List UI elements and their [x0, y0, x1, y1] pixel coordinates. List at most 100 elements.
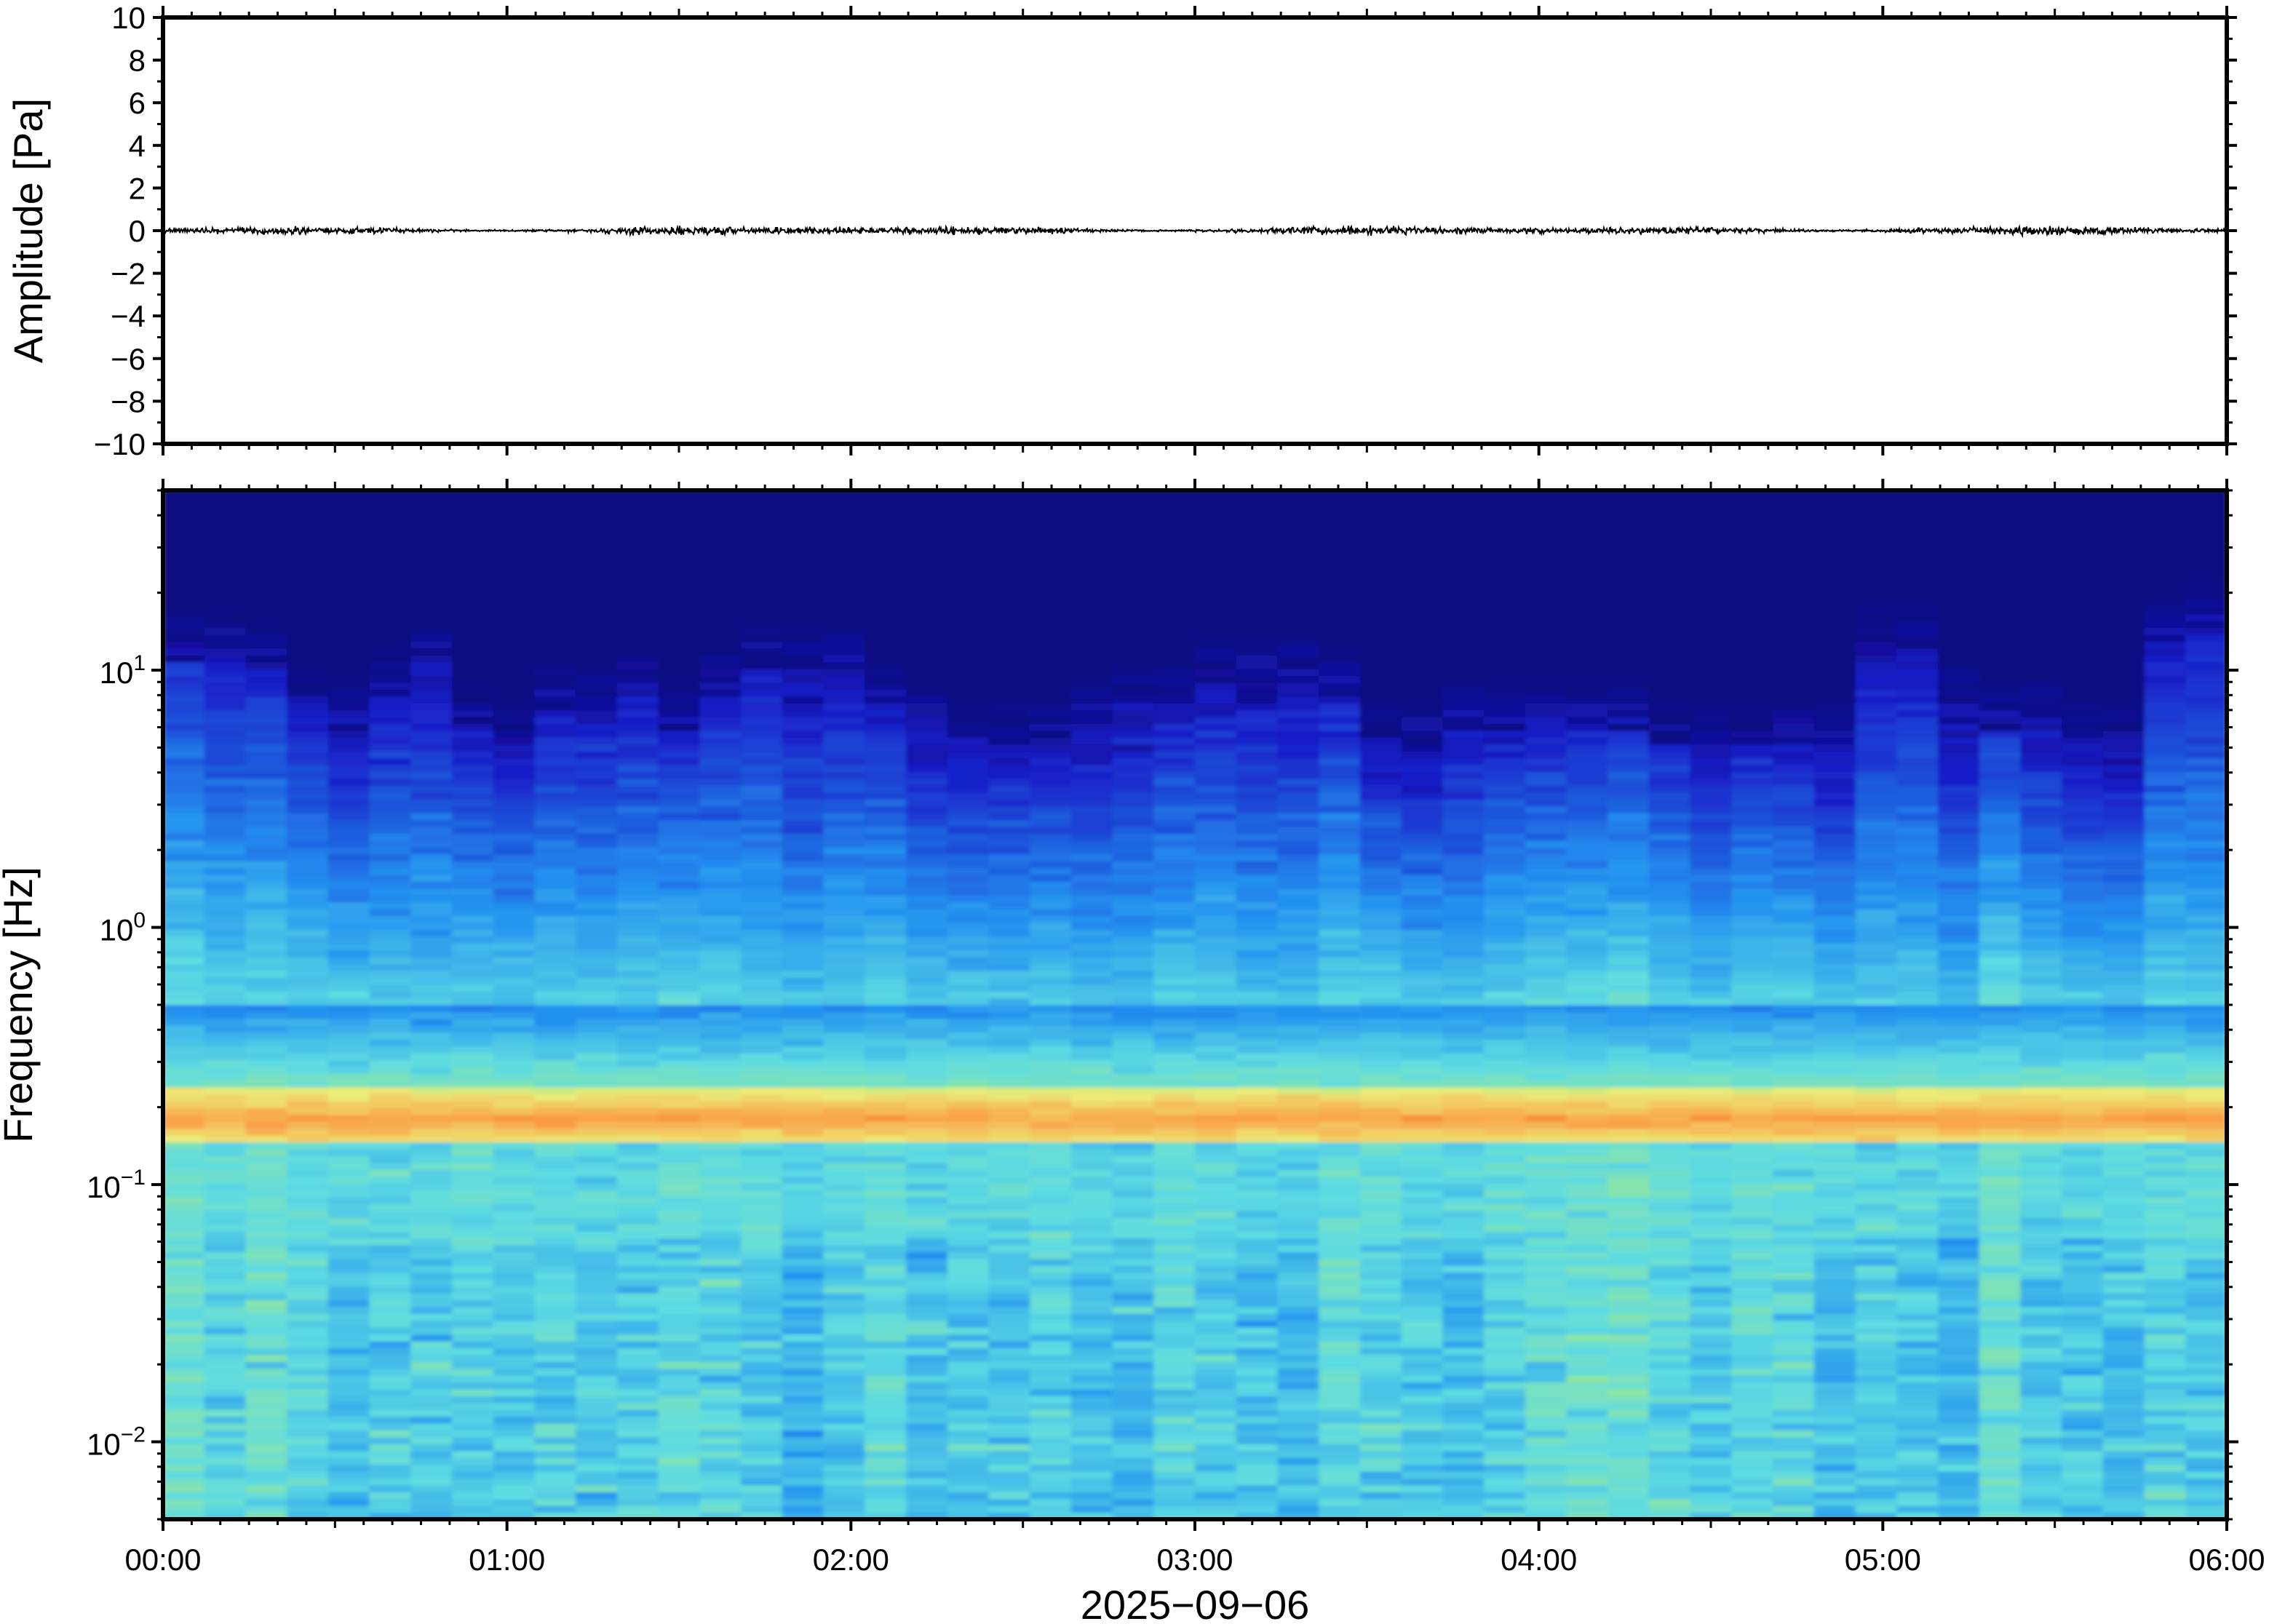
- spectrogram-cell: [1484, 1162, 1526, 1170]
- spectrogram-cell: [2062, 1416, 2104, 1424]
- spectrogram-cell: [1938, 1018, 1980, 1026]
- spectrogram-cell: [699, 1149, 742, 1157]
- spectrogram-cell: [1896, 1238, 1939, 1246]
- spectrogram-cell: [204, 1073, 247, 1081]
- spectrogram-cell: [287, 1087, 329, 1095]
- spectrogram-cell: [658, 1183, 701, 1191]
- spectrogram-cell: [988, 1094, 1030, 1102]
- spectrogram-cell: [1813, 1217, 1856, 1225]
- spectrogram-cell: [1648, 1265, 1691, 1273]
- spectrogram-cell: [1195, 1196, 1237, 1204]
- spectrogram-cell: [1442, 1402, 1485, 1410]
- spectrogram-cell: [1813, 1162, 1856, 1170]
- spectrogram-cell: [327, 1073, 370, 1081]
- spectrogram-cell: [410, 1382, 453, 1390]
- spectrogram-cell: [163, 1457, 205, 1465]
- spectrogram-cell: [369, 970, 412, 978]
- spectrogram-cell: [1731, 1375, 1773, 1383]
- spectrogram-cell: [1855, 1149, 1897, 1157]
- spectrogram-cell: [1979, 950, 2022, 958]
- spectrogram-cell: [823, 1396, 865, 1404]
- spectrogram-cell: [2062, 1272, 2104, 1280]
- spectrogram-cell: [1070, 1080, 1113, 1088]
- spectrogram-cell: [616, 1292, 659, 1300]
- spectrogram-cell: [576, 1046, 618, 1054]
- spectrogram-cell: [1277, 1279, 1319, 1287]
- spectrogram-cell: [947, 1053, 990, 1061]
- spectrogram-cell: [452, 1032, 494, 1040]
- spectrogram-cell: [1566, 1436, 1608, 1444]
- spectrogram-cell: [1896, 970, 1939, 978]
- spectrogram-cell: [947, 1094, 990, 1102]
- spectrogram-cell: [865, 1430, 907, 1438]
- spectrogram-cell: [1030, 1450, 1072, 1458]
- spectrogram-cell: [576, 1402, 618, 1410]
- spectrogram-cell: [2102, 1142, 2145, 1150]
- spectrogram-cell: [823, 1478, 865, 1486]
- spectrogram-cell: [2144, 1471, 2187, 1479]
- spectrogram-cell: [1566, 1484, 1608, 1492]
- spectrogram-cell: [699, 874, 742, 882]
- spectrogram-cell: [2102, 867, 2145, 875]
- spectrogram-cell: [2102, 1306, 2145, 1314]
- spectrogram-cell: [493, 977, 536, 985]
- spectrogram-cell: [1236, 1094, 1279, 1102]
- spectrogram-cell: [988, 1087, 1030, 1095]
- spectrogram-cell: [2062, 1196, 2104, 1204]
- spectrogram-cell: [658, 1498, 701, 1506]
- spectrogram-cell: [1648, 998, 1691, 1006]
- spectrogram-cell: [493, 1039, 536, 1047]
- spectrogram-cell: [1153, 1416, 1196, 1424]
- spectrogram-cell: [1855, 943, 1897, 951]
- spectrogram-cell: [1319, 1265, 1361, 1273]
- spectrogram-cell: [2144, 1087, 2187, 1095]
- spectrogram-cell: [2102, 943, 2145, 951]
- spectrogram-cell: [1855, 1361, 1897, 1369]
- spectrogram-cell: [163, 1066, 205, 1074]
- spectrogram-cell: [988, 1368, 1030, 1376]
- spectrogram-cell: [327, 1457, 370, 1465]
- spectrogram-cell: [1855, 963, 1897, 971]
- spectrogram-cell: [2185, 1169, 2227, 1177]
- spectrogram-cell: [163, 1396, 205, 1404]
- spectrogram-cell: [493, 915, 536, 923]
- spectrogram-cell: [1525, 895, 1567, 903]
- spectrogram-cell: [1690, 1231, 1733, 1239]
- spectrogram-cell: [1359, 1258, 1402, 1266]
- spectrogram-cell: [1195, 1265, 1237, 1273]
- spectrogram-cell: [2062, 888, 2104, 896]
- spectrogram-cell: [1896, 1059, 1939, 1067]
- spectrogram-cell: [1690, 1162, 1733, 1170]
- spectrogram-cell: [1442, 1217, 1485, 1225]
- spectrogram-cell: [1319, 1121, 1361, 1129]
- spectrogram-cell: [1112, 1087, 1155, 1095]
- spectrogram-cell: [327, 1011, 370, 1019]
- spectrogram-cell: [699, 1011, 742, 1019]
- spectrogram-cell: [1359, 1464, 1402, 1472]
- spectrogram-cell: [1484, 977, 1526, 985]
- spectrogram-cell: [741, 1409, 783, 1417]
- spectrogram-cell: [1030, 1005, 1072, 1013]
- spectrogram-cell: [493, 1512, 536, 1519]
- spectrogram-cell: [1690, 861, 1733, 869]
- spectrogram-cell: [287, 1066, 329, 1074]
- spectrogram-cell: [163, 984, 205, 992]
- spectrogram-cell: [1442, 929, 1485, 937]
- spectrogram-cell: [906, 998, 948, 1006]
- spectrogram-cell: [534, 1121, 576, 1129]
- spectrogram-cell: [1236, 1354, 1279, 1362]
- spectrogram-cell: [1153, 1149, 1196, 1157]
- spectrogram-cell: [1153, 1135, 1196, 1143]
- spectrogram-cell: [947, 1388, 990, 1396]
- spectrogram-cell: [1731, 901, 1773, 909]
- spectrogram-cell: [1484, 1149, 1526, 1157]
- spectrogram-cell: [988, 1121, 1030, 1129]
- spectrogram-cell: [1731, 977, 1773, 985]
- spectrogram-cell: [1938, 1039, 1980, 1047]
- spectrogram-cell: [865, 1457, 907, 1465]
- spectrogram-cell: [1690, 1121, 1733, 1129]
- spectrogram-cell: [2185, 1039, 2227, 1047]
- spectrogram-cell: [1525, 957, 1567, 965]
- spectrogram-cell: [1277, 984, 1319, 992]
- spectrogram-cell: [1773, 1224, 1815, 1232]
